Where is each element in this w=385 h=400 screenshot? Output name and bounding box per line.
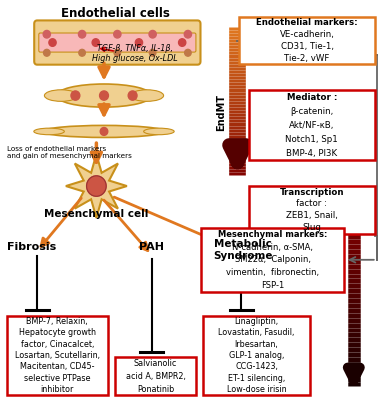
- Ellipse shape: [34, 128, 64, 135]
- FancyBboxPatch shape: [7, 316, 108, 395]
- Text: Fibrosis: Fibrosis: [7, 242, 56, 252]
- Text: TGF-β, TNFα, IL-1β,
High glucose, Ox-LDL: TGF-β, TNFα, IL-1β, High glucose, Ox-LDL: [92, 44, 177, 63]
- FancyBboxPatch shape: [39, 33, 196, 52]
- FancyBboxPatch shape: [249, 186, 375, 234]
- Text: CD31, Tie-1,: CD31, Tie-1,: [281, 42, 333, 51]
- Text: Mesenchymal cell: Mesenchymal cell: [44, 209, 149, 219]
- FancyBboxPatch shape: [203, 316, 310, 395]
- Ellipse shape: [144, 128, 174, 135]
- Circle shape: [128, 91, 137, 100]
- Text: Slug: Slug: [302, 224, 321, 232]
- Text: acid A, BMPR2,: acid A, BMPR2,: [126, 372, 186, 381]
- Circle shape: [136, 39, 142, 46]
- Text: Low-dose irisin: Low-dose irisin: [227, 385, 286, 394]
- Circle shape: [71, 91, 80, 100]
- Text: factor :: factor :: [296, 200, 327, 208]
- Circle shape: [185, 49, 191, 56]
- Text: GLP-1 analog,: GLP-1 analog,: [229, 351, 284, 360]
- Circle shape: [100, 91, 109, 100]
- Circle shape: [179, 39, 186, 46]
- Text: Ponatinib: Ponatinib: [137, 384, 174, 394]
- Text: vimentin,  fibronectin,: vimentin, fibronectin,: [226, 268, 319, 277]
- Text: Hepatocyte growth: Hepatocyte growth: [19, 328, 96, 337]
- Text: BMP-4, PI3K: BMP-4, PI3K: [286, 149, 337, 158]
- Circle shape: [149, 49, 156, 56]
- FancyBboxPatch shape: [116, 358, 196, 395]
- Text: CCG-1423,: CCG-1423,: [235, 362, 278, 371]
- FancyBboxPatch shape: [34, 20, 201, 65]
- Text: BMP-7, Relaxin,: BMP-7, Relaxin,: [27, 317, 88, 326]
- Circle shape: [149, 30, 156, 38]
- Circle shape: [49, 39, 56, 46]
- Text: Mediator :: Mediator :: [287, 93, 337, 102]
- Ellipse shape: [44, 90, 78, 101]
- FancyBboxPatch shape: [201, 228, 344, 292]
- Text: Loss of endothelial markers
and gain of mesenchymal markers: Loss of endothelial markers and gain of …: [7, 146, 132, 160]
- Text: Tie-2, vWF: Tie-2, vWF: [285, 54, 330, 63]
- Text: inhibitor: inhibitor: [40, 385, 74, 394]
- Circle shape: [114, 30, 121, 38]
- Text: selective PTPase: selective PTPase: [24, 374, 90, 383]
- Text: FSP-1: FSP-1: [261, 281, 285, 290]
- Text: Akt/NF-κB,: Akt/NF-κB,: [289, 121, 335, 130]
- Text: Disease: Disease: [362, 274, 372, 317]
- Circle shape: [79, 49, 85, 56]
- FancyBboxPatch shape: [249, 90, 375, 160]
- Text: ZEB1, Snail,: ZEB1, Snail,: [286, 212, 338, 220]
- Ellipse shape: [43, 126, 165, 138]
- Ellipse shape: [130, 90, 164, 101]
- Text: Losartan, Scutellarin,: Losartan, Scutellarin,: [15, 351, 100, 360]
- Text: Notch1, Sp1: Notch1, Sp1: [285, 135, 338, 144]
- Circle shape: [43, 30, 50, 38]
- Text: VE-cadherin,: VE-cadherin,: [280, 30, 335, 39]
- Circle shape: [184, 30, 191, 38]
- Circle shape: [100, 128, 108, 135]
- Text: Metabolic
Syndrome: Metabolic Syndrome: [213, 239, 273, 261]
- Text: Endothelial markers:: Endothelial markers:: [256, 18, 358, 27]
- Ellipse shape: [56, 84, 152, 107]
- Text: Endothelial cells: Endothelial cells: [61, 7, 170, 20]
- Circle shape: [44, 49, 50, 56]
- Circle shape: [87, 176, 106, 196]
- Text: Mesenchymal markers:: Mesenchymal markers:: [218, 230, 328, 239]
- Text: ET-1 silencing,: ET-1 silencing,: [228, 374, 285, 383]
- Text: Salvianolic: Salvianolic: [134, 359, 177, 368]
- Circle shape: [79, 30, 86, 38]
- Text: Linagliptin,: Linagliptin,: [234, 317, 279, 326]
- Text: Transcription: Transcription: [280, 188, 344, 196]
- Text: Irbesartan,: Irbesartan,: [235, 340, 278, 348]
- Text: Lovastatin, Fasudil,: Lovastatin, Fasudil,: [218, 328, 295, 337]
- Polygon shape: [66, 154, 127, 218]
- Text: factor, Cinacalcet,: factor, Cinacalcet,: [21, 340, 94, 348]
- FancyBboxPatch shape: [239, 17, 375, 64]
- Text: β-catenin,: β-catenin,: [290, 107, 333, 116]
- Circle shape: [92, 39, 99, 46]
- Text: SM22α,  Calponin,: SM22α, Calponin,: [235, 255, 311, 264]
- Text: EndMT: EndMT: [216, 94, 226, 131]
- Text: PAH: PAH: [139, 242, 164, 252]
- Text: Macitentan, CD45-: Macitentan, CD45-: [20, 362, 95, 371]
- Circle shape: [114, 49, 121, 56]
- Text: N-cadherin, α-SMA,: N-cadherin, α-SMA,: [232, 242, 313, 252]
